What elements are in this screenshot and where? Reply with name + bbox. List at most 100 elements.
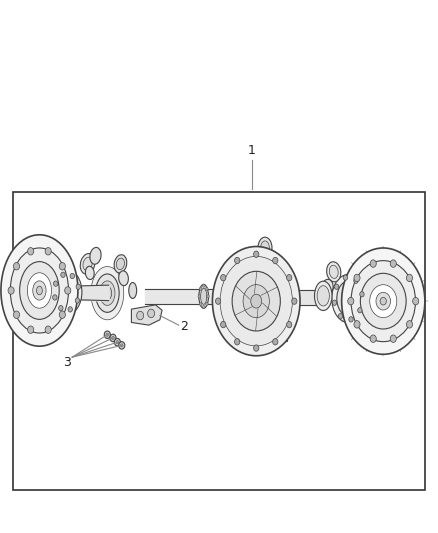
Ellipse shape xyxy=(322,279,333,294)
Circle shape xyxy=(286,321,292,328)
Circle shape xyxy=(354,278,358,284)
Circle shape xyxy=(215,298,221,304)
Circle shape xyxy=(292,298,297,304)
Ellipse shape xyxy=(370,285,397,318)
Circle shape xyxy=(104,331,110,338)
Ellipse shape xyxy=(332,274,364,322)
Circle shape xyxy=(59,263,65,270)
Circle shape xyxy=(59,305,63,311)
Ellipse shape xyxy=(90,247,101,264)
Circle shape xyxy=(221,321,226,328)
Circle shape xyxy=(205,302,208,305)
Ellipse shape xyxy=(201,288,207,304)
Circle shape xyxy=(70,273,74,279)
Ellipse shape xyxy=(376,292,391,310)
Ellipse shape xyxy=(27,273,52,308)
Ellipse shape xyxy=(99,281,115,305)
Bar xyxy=(230,264,287,341)
Ellipse shape xyxy=(36,286,42,295)
Circle shape xyxy=(334,284,339,289)
Ellipse shape xyxy=(258,237,272,259)
Circle shape xyxy=(343,275,348,280)
Ellipse shape xyxy=(33,281,46,300)
Ellipse shape xyxy=(60,283,73,301)
Ellipse shape xyxy=(243,285,269,318)
Circle shape xyxy=(406,321,413,328)
Circle shape xyxy=(332,300,337,305)
Ellipse shape xyxy=(129,282,137,298)
Circle shape xyxy=(370,335,376,342)
Circle shape xyxy=(207,295,209,298)
Ellipse shape xyxy=(342,289,355,308)
Circle shape xyxy=(116,341,119,344)
Circle shape xyxy=(53,295,57,300)
Ellipse shape xyxy=(212,246,300,356)
Circle shape xyxy=(272,257,278,264)
Circle shape xyxy=(202,305,205,309)
Circle shape xyxy=(114,338,120,346)
Circle shape xyxy=(14,311,20,318)
Ellipse shape xyxy=(51,270,82,314)
Ellipse shape xyxy=(56,276,78,308)
Circle shape xyxy=(286,274,292,281)
Polygon shape xyxy=(131,305,162,325)
Circle shape xyxy=(234,338,240,345)
Circle shape xyxy=(61,272,65,278)
Circle shape xyxy=(148,309,155,318)
Circle shape xyxy=(68,306,72,312)
Text: 3: 3 xyxy=(63,356,71,369)
Ellipse shape xyxy=(215,286,223,306)
Circle shape xyxy=(14,263,20,270)
Circle shape xyxy=(234,257,240,264)
Circle shape xyxy=(8,287,14,294)
Circle shape xyxy=(28,326,34,334)
Circle shape xyxy=(106,333,109,336)
Ellipse shape xyxy=(337,281,360,316)
Circle shape xyxy=(205,287,208,290)
Circle shape xyxy=(137,311,144,320)
Circle shape xyxy=(110,334,116,342)
Circle shape xyxy=(272,338,278,345)
Circle shape xyxy=(406,274,413,281)
Ellipse shape xyxy=(261,241,269,255)
Ellipse shape xyxy=(329,265,338,278)
Ellipse shape xyxy=(380,297,386,305)
Circle shape xyxy=(254,251,259,257)
Text: 2: 2 xyxy=(180,320,188,333)
Ellipse shape xyxy=(80,254,95,274)
Ellipse shape xyxy=(360,273,406,329)
Ellipse shape xyxy=(117,258,124,270)
Ellipse shape xyxy=(251,294,261,308)
Circle shape xyxy=(112,336,114,340)
Circle shape xyxy=(199,287,202,290)
Ellipse shape xyxy=(95,274,119,312)
Ellipse shape xyxy=(103,286,112,300)
Circle shape xyxy=(370,260,376,268)
Ellipse shape xyxy=(220,256,292,346)
Circle shape xyxy=(413,297,419,305)
Ellipse shape xyxy=(83,257,92,271)
Circle shape xyxy=(338,313,343,319)
Circle shape xyxy=(254,345,259,351)
Ellipse shape xyxy=(327,262,341,282)
Ellipse shape xyxy=(342,248,425,354)
Circle shape xyxy=(354,274,360,281)
Ellipse shape xyxy=(91,266,124,320)
Ellipse shape xyxy=(1,235,78,346)
Circle shape xyxy=(120,344,123,347)
Circle shape xyxy=(28,247,34,255)
Circle shape xyxy=(75,298,80,303)
Circle shape xyxy=(199,302,202,305)
Ellipse shape xyxy=(11,248,68,333)
Circle shape xyxy=(390,335,396,342)
Circle shape xyxy=(76,284,81,289)
Ellipse shape xyxy=(85,266,94,279)
Circle shape xyxy=(348,297,354,305)
Ellipse shape xyxy=(232,271,280,331)
Circle shape xyxy=(45,247,51,255)
Circle shape xyxy=(349,317,353,322)
Circle shape xyxy=(360,292,364,297)
Circle shape xyxy=(202,284,205,287)
Circle shape xyxy=(198,295,201,298)
Circle shape xyxy=(354,321,360,328)
